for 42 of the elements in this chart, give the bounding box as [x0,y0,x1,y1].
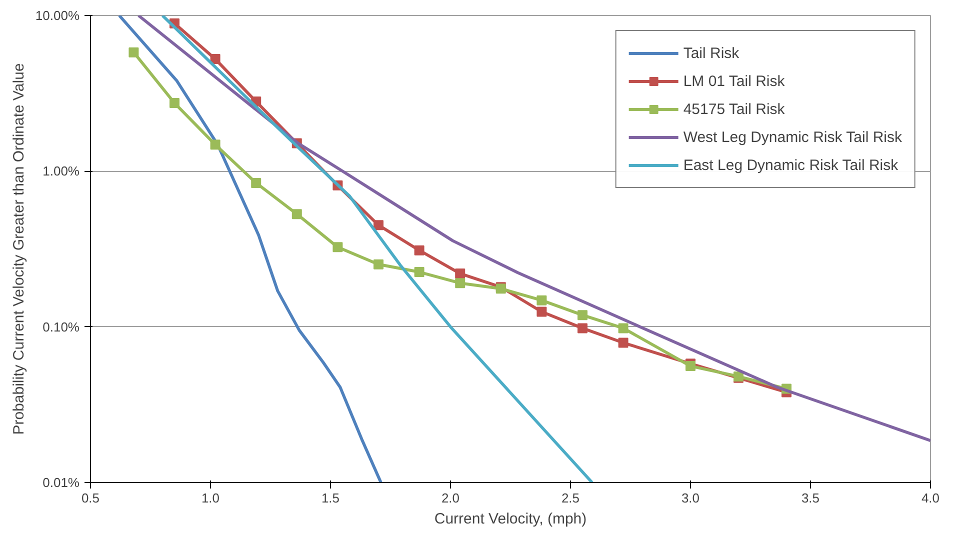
x-tick-label: 1.5 [321,490,340,506]
point [618,323,628,334]
point [455,278,466,288]
x-tick-label: 1.0 [201,490,220,506]
y-tick-label: 1.00% [42,164,80,179]
point [455,268,466,279]
point [251,178,262,188]
x-tick-label: 2.0 [441,490,460,506]
legend-label: West Leg Dynamic Risk Tail Risk [683,128,902,146]
point [686,361,696,372]
x-tick-label: 3.0 [681,490,700,506]
y-tick-label: 0.01% [42,475,80,490]
x-tick-label: 2.5 [561,490,580,506]
point [374,220,384,230]
point [578,323,588,334]
point [332,242,343,252]
legend-label: East Leg Dynamic Risk Tail Risk [683,156,898,174]
y-tick-label: 10.00% [35,8,80,23]
x-tick-label: 0.5 [81,490,100,506]
x-tick-label: 4.0 [921,490,940,506]
legend-label: LM 01 Tail Risk [683,72,785,90]
point [374,259,384,270]
line-series [118,16,382,482]
point [618,338,628,348]
point [414,245,424,256]
point [578,310,588,320]
point [292,209,302,220]
point [414,267,424,278]
point [128,47,139,58]
legend-label: Tail Risk [683,44,740,62]
point [536,306,547,317]
legend-label: 45175 Tail Risk [683,100,785,118]
point [210,54,220,64]
y-axis-title: Probability Current Velocity Greater than Ordinate Value [10,63,28,435]
line-series [161,16,594,482]
point [170,98,180,108]
y-tick-label: 0.10% [42,319,80,334]
x-tick-label: 3.5 [801,490,820,506]
point [210,140,220,150]
point [536,295,547,306]
x-axis-title: Current Velocity, (mph) [434,510,587,528]
line-series [137,16,930,442]
